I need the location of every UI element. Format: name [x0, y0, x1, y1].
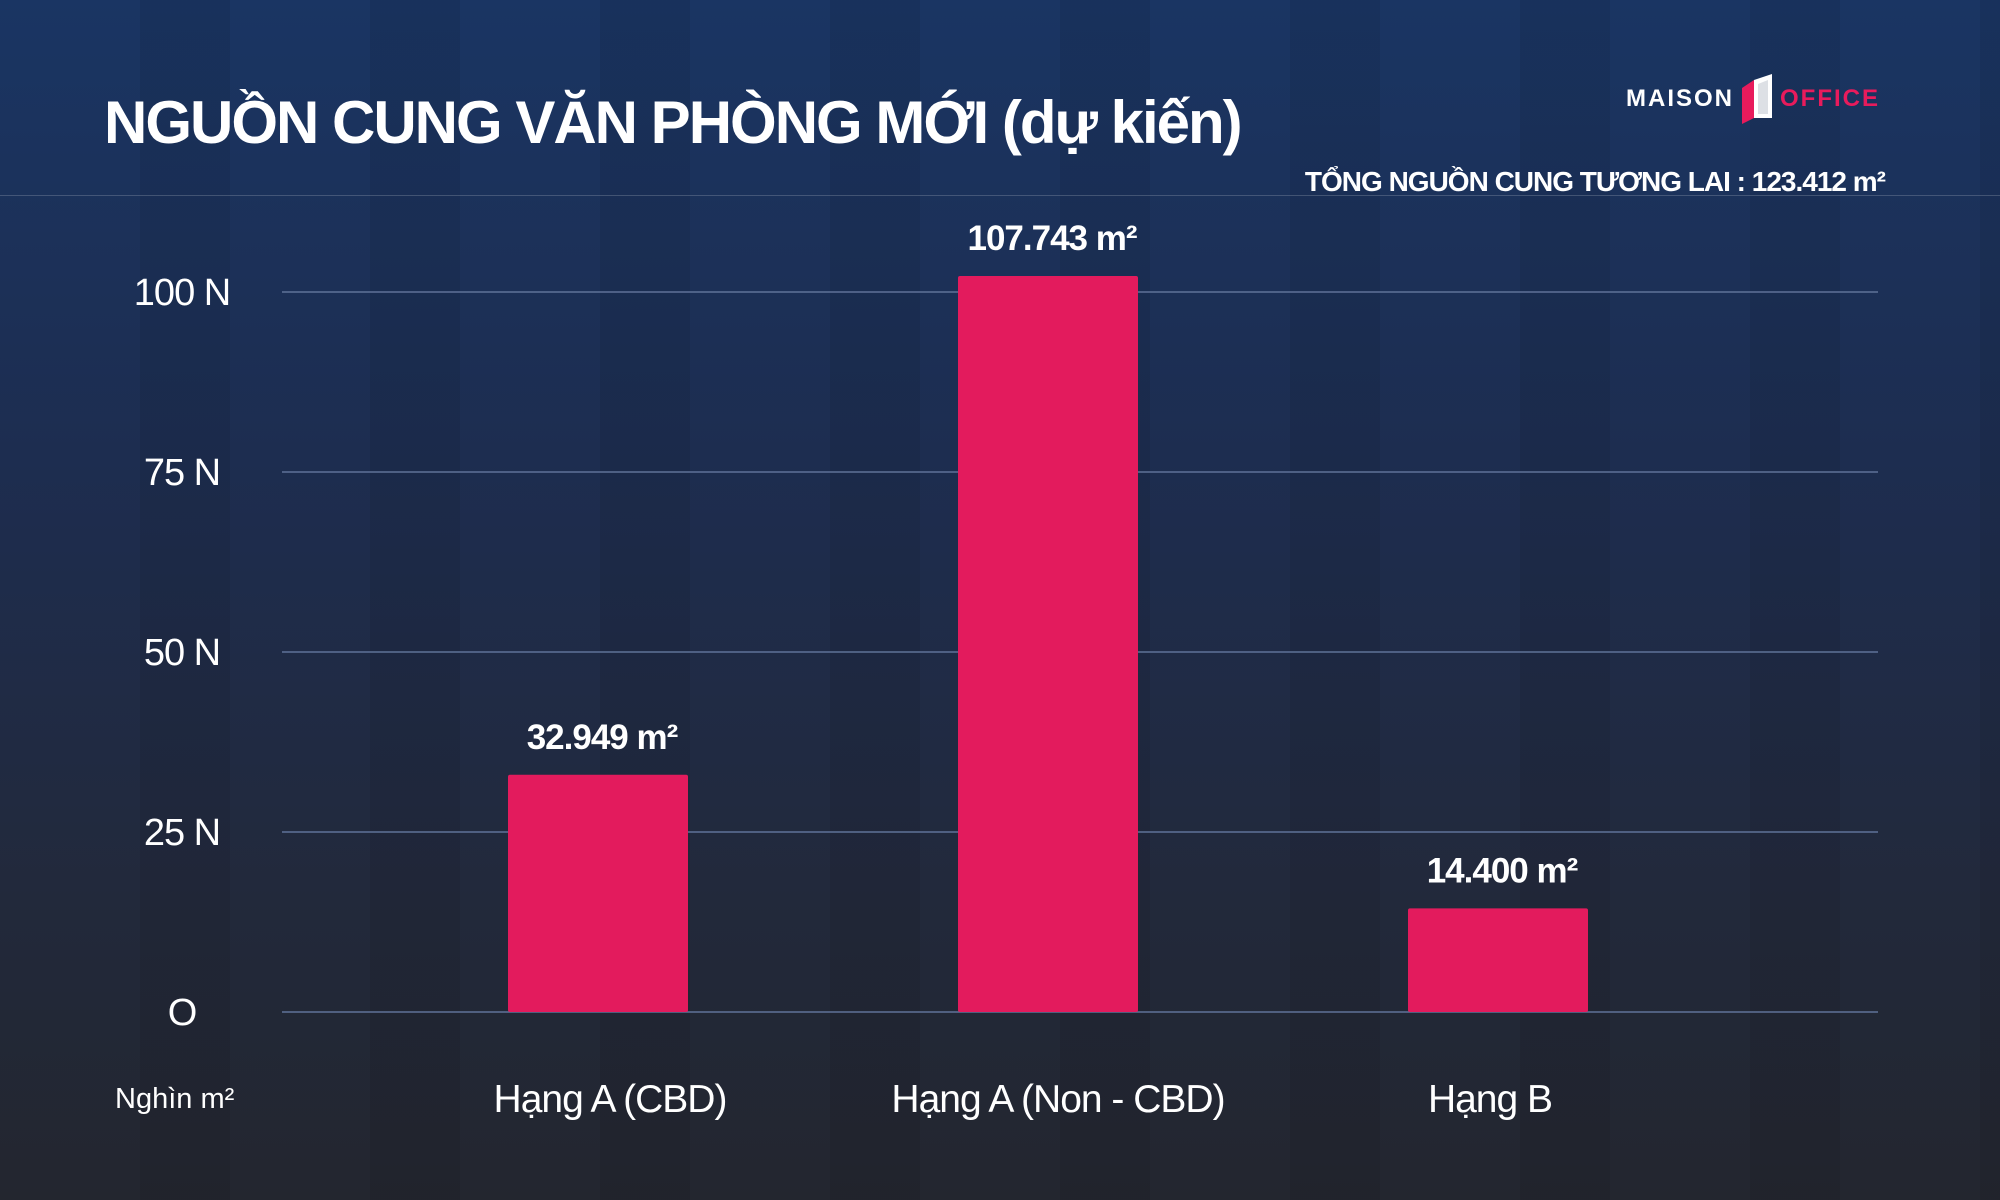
data-label: 32.949 m² [527, 718, 678, 757]
y-tick-label: 25 N [144, 812, 220, 854]
brand-logo: MAISON OFFICE [1626, 74, 1880, 124]
x-tick-label: Hạng A (CBD) [494, 1078, 727, 1121]
data-label: 107.743 m² [967, 219, 1136, 258]
total-supply: TỔNG NGUỒN CUNG TƯƠNG LAI : 123.412 m² [1304, 166, 1886, 198]
bar [1408, 908, 1588, 1012]
y-tick-label: O [168, 992, 197, 1034]
x-tick-label: Hạng B [1428, 1078, 1552, 1121]
x-tick-label: Hạng A (Non - CBD) [891, 1078, 1224, 1121]
data-label: 14.400 m² [1427, 851, 1578, 890]
y-tick-label: 100 N [134, 272, 230, 314]
bar [508, 774, 688, 1012]
total-supply-label: TỔNG NGUỒN CUNG TƯƠNG LAI : [1304, 166, 1746, 197]
chart-title: NGUỒN CUNG VĂN PHÒNG MỚI (dự kiến) [104, 89, 1243, 156]
y-unit-label: Nghìn m² [115, 1083, 235, 1115]
total-supply-value: 123.412 m² [1751, 166, 1886, 197]
y-tick-label: 75 N [144, 452, 220, 494]
logo-text-office: OFFICE [1780, 85, 1880, 112]
bar [958, 276, 1138, 1012]
maison-office-logo-mark-icon [1742, 74, 1772, 124]
y-tick-label: 50 N [144, 632, 220, 674]
header-divider [0, 195, 2000, 196]
logo-text-maison: MAISON [1626, 85, 1734, 112]
